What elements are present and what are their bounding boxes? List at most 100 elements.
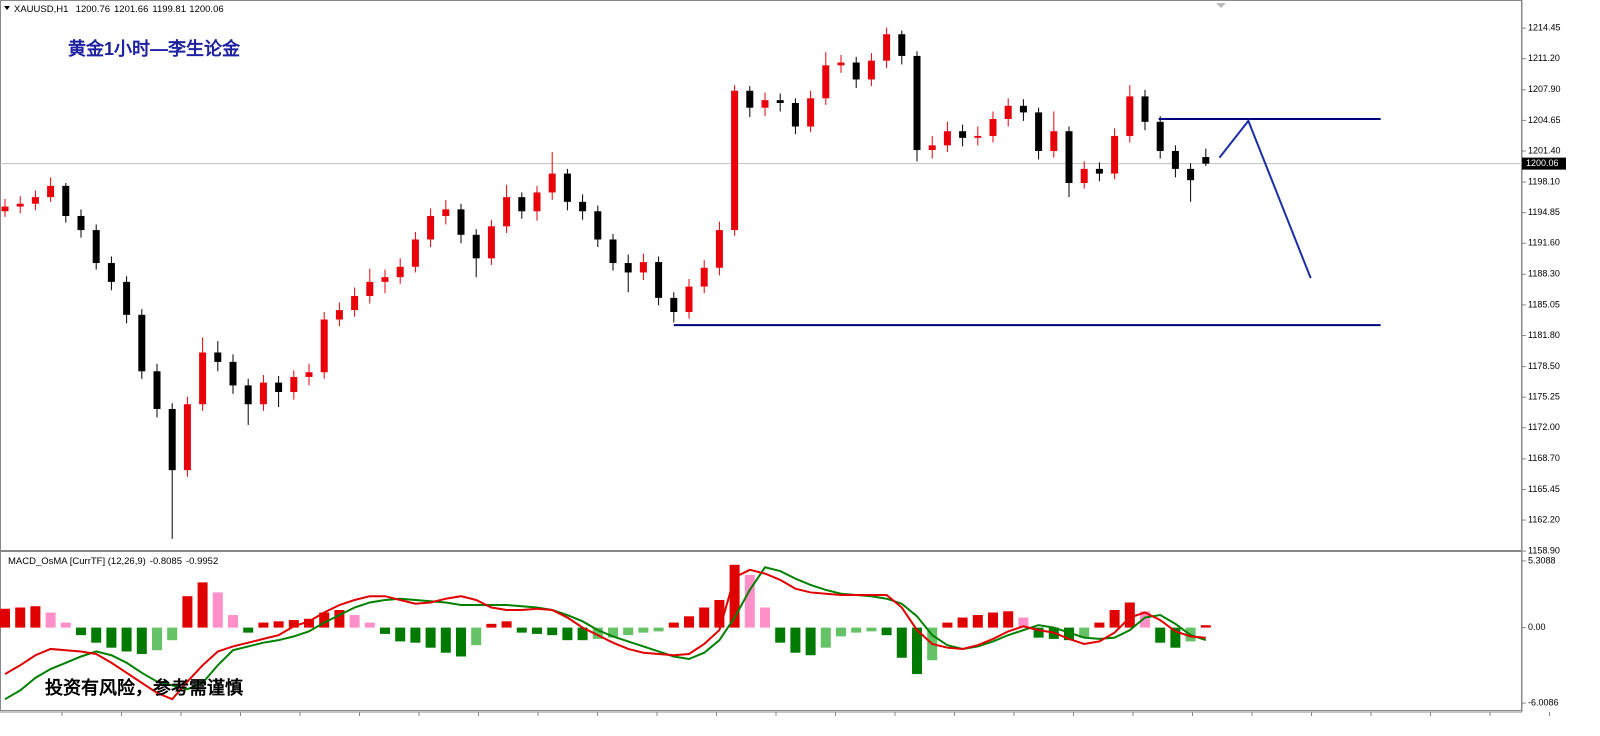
histogram-bar <box>912 627 922 675</box>
histogram-bar <box>547 627 558 636</box>
candle-body <box>77 215 85 231</box>
y-tick-label: 1158.90 <box>1528 545 1560 555</box>
low-value: 1199.81 <box>152 4 185 15</box>
histogram-bar <box>60 622 71 628</box>
candle-body <box>746 90 754 108</box>
histogram-bar <box>440 627 451 653</box>
histogram-bar <box>1003 611 1014 628</box>
candle-body <box>533 192 541 212</box>
candle-body <box>1171 151 1179 169</box>
histogram-bar <box>15 607 26 628</box>
y-tick-label: 1211.20 <box>1528 53 1560 63</box>
histogram-bar <box>820 627 831 648</box>
price-label-box <box>1522 157 1566 170</box>
candle-body <box>731 90 739 231</box>
candle-body <box>898 34 906 56</box>
histogram-bar <box>577 627 588 641</box>
histogram-bar <box>501 621 512 628</box>
histogram-bar <box>881 627 892 636</box>
candle-body <box>183 404 191 471</box>
candle-body <box>168 408 176 471</box>
annotation: 黄金1小时—李生论金 <box>68 38 241 59</box>
candle-body <box>715 230 723 268</box>
histogram-bar <box>592 627 603 639</box>
histogram-bar <box>516 627 527 633</box>
y-tick-label: 5.3088 <box>1528 555 1556 565</box>
histogram-bar <box>668 622 679 628</box>
histogram-bar <box>562 627 573 641</box>
price-label: 1200.06 <box>1526 158 1559 168</box>
high-value: 1201.66 <box>114 4 148 15</box>
candle-body <box>609 239 617 264</box>
histogram-bar <box>30 606 41 628</box>
candle-body <box>123 281 131 315</box>
histogram-bar <box>1079 627 1090 638</box>
histogram-bar <box>608 627 618 638</box>
candle-body <box>959 131 967 138</box>
histogram-bar <box>167 627 178 641</box>
candle-body <box>928 145 936 151</box>
candle-body <box>883 34 891 61</box>
candle-body <box>822 65 830 99</box>
histogram-bar <box>486 623 497 628</box>
histogram-bar <box>425 627 436 648</box>
candle-body <box>335 310 343 320</box>
candle-body <box>974 135 982 138</box>
histogram-bar <box>760 607 770 628</box>
histogram-bar <box>1018 617 1029 628</box>
y-tick-label: 1207.90 <box>1528 84 1561 94</box>
candle-body <box>487 226 495 259</box>
candle-body <box>1065 131 1073 184</box>
menu-arrow <box>4 6 10 10</box>
y-tick-label: 1172.00 <box>1528 422 1560 432</box>
histogram-bar <box>805 627 816 656</box>
histogram-bar <box>1064 627 1074 641</box>
candle-body <box>107 263 115 282</box>
candle-body <box>396 266 404 278</box>
indicator-title: MACD_OsMA [CurrTF] (12,26,9) <box>8 556 146 567</box>
histogram-bar <box>1124 602 1135 628</box>
histogram-bar <box>1033 627 1044 638</box>
candle-body <box>685 286 693 312</box>
y-tick-label: 1175.25 <box>1528 392 1560 402</box>
y-tick-label: 1185.05 <box>1528 299 1560 309</box>
histogram-bar <box>45 612 56 628</box>
risk-note: 投资有风险，参考需谨慎 <box>45 677 243 698</box>
histogram-bar <box>775 627 786 643</box>
histogram-bar <box>972 615 983 628</box>
candle-body <box>700 267 708 287</box>
candle-body <box>563 173 571 202</box>
histogram-bar <box>410 627 421 643</box>
y-tick-label: 1198.10 <box>1528 176 1560 186</box>
candle-body <box>1095 168 1103 174</box>
histogram-bar <box>76 627 86 636</box>
histogram-bar <box>0 608 10 628</box>
candle-body <box>791 102 799 127</box>
candle-body <box>153 371 161 409</box>
histogram-bar <box>334 610 345 628</box>
histogram-bar <box>1094 622 1105 628</box>
histogram-bar <box>91 627 102 643</box>
candle-body <box>320 319 328 373</box>
histogram-bar <box>851 627 862 633</box>
candle-body <box>1035 112 1043 152</box>
symbol: XAUUSD,H1 <box>14 4 68 15</box>
histogram-bar <box>532 627 542 634</box>
y-tick-label: 0.00 <box>1528 622 1546 632</box>
candle-body <box>411 239 419 267</box>
candle-body <box>259 382 267 405</box>
candle-body <box>229 361 237 386</box>
candle-body <box>16 203 24 207</box>
histogram-bar <box>744 574 755 628</box>
candle-body <box>244 385 252 405</box>
histogram-bar <box>395 627 406 642</box>
candle-body <box>472 234 480 259</box>
candle-body <box>351 295 359 311</box>
histogram-bar <box>699 607 710 628</box>
candle-body <box>138 314 146 372</box>
candle-body <box>655 262 663 298</box>
histogram-bar <box>896 627 907 658</box>
histogram-bar <box>106 627 117 648</box>
histogram-bar <box>1170 627 1181 648</box>
